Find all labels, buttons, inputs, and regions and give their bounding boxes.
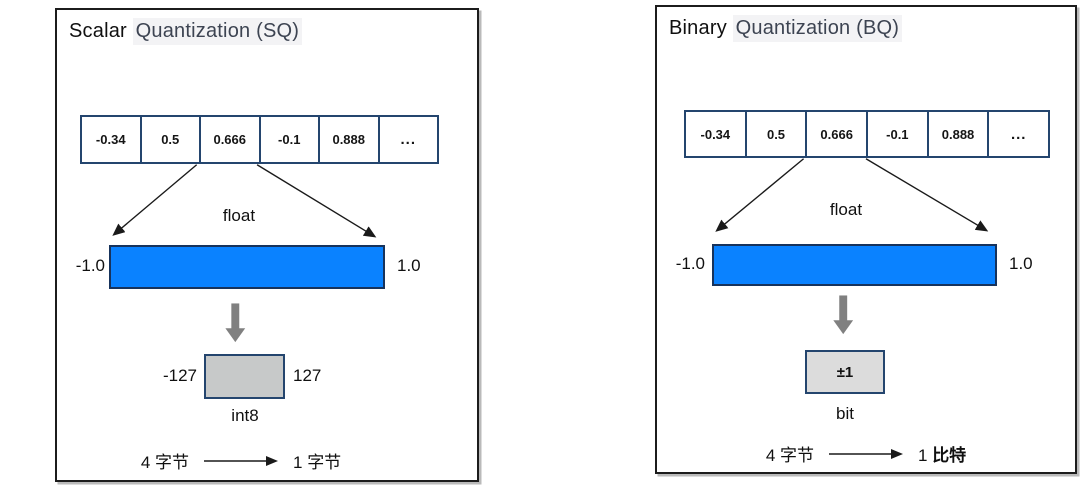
vector-row: -0.34 0.5 0.666 -0.1 0.888 ...: [684, 110, 1050, 158]
size-to-label: 1 字节: [293, 453, 342, 472]
vector-cell: 0.888: [929, 112, 990, 156]
bit-caption: bit: [836, 404, 854, 423]
float-range-bar: [109, 245, 385, 289]
arrows-layer: [715, 158, 989, 335]
panel-title-highlight: Quantization (BQ): [732, 15, 903, 42]
range-min-label: -1.0: [675, 254, 705, 273]
range-min-label: -1.0: [75, 256, 105, 275]
panel-binary-quantization: Binary Quantization (BQ) -0.34 0.5 0.666…: [655, 5, 1077, 474]
panel-scalar-quantization: Scalar Quantization (SQ) -0.34 0.5 0.666…: [55, 8, 479, 482]
quantize-down-arrow: [225, 303, 246, 343]
range-max-label: 1.0: [1009, 254, 1033, 273]
float-range-bar: [712, 244, 997, 286]
size-conversion-line: 4 字节 1 比特: [657, 441, 1075, 466]
size-from-label: 4 字节: [765, 446, 814, 465]
panel-title-highlight: Quantization (SQ): [132, 18, 303, 45]
size-conversion-line: 4 字节 1 字节: [5, 448, 477, 473]
right-arrow-icon: [204, 455, 278, 466]
vector-cell-ellipsis: ...: [1010, 125, 1027, 143]
vector-cell: 0.666: [807, 112, 869, 156]
float-type-label: float: [222, 206, 256, 225]
expand-arrow-right: [865, 158, 989, 232]
vector-row: -0.34 0.5 0.666 -0.1 0.888 ...: [80, 115, 439, 164]
size-to-label: 1 比特: [918, 446, 967, 465]
int8-min-label: -127: [162, 366, 197, 385]
vector-cell: -0.1: [261, 117, 320, 162]
vector-cell: -0.34: [686, 112, 747, 156]
float-type-label: float: [829, 200, 863, 219]
panel-title-sq: Scalar Quantization (SQ): [69, 18, 303, 45]
size-from-label: 4 字节: [140, 453, 189, 472]
int8-max-label: 127: [293, 366, 322, 385]
range-max-label: 1.0: [397, 256, 421, 275]
int8-caption: int8: [231, 406, 259, 425]
vector-cell-ellipsis: ...: [400, 131, 416, 148]
panel-title-plain: Binary: [669, 17, 733, 39]
panel-title-bq: Binary Quantization (BQ): [669, 15, 903, 42]
vector-cell: -0.1: [868, 112, 929, 156]
int8-box: [204, 354, 285, 399]
vector-cell: 0.666: [201, 117, 261, 162]
panel-title-plain: Scalar: [69, 20, 133, 42]
right-arrow-icon: [829, 448, 903, 459]
expand-arrow-right: [256, 164, 377, 238]
quantize-down-arrow: [833, 295, 854, 335]
vector-cell: 0.5: [747, 112, 808, 156]
bit-box: ±1: [805, 350, 885, 394]
vector-cell: 0.5: [142, 117, 201, 162]
vector-cell: 0.888: [320, 117, 380, 162]
expand-arrow-left: [112, 164, 198, 236]
expand-arrow-left: [715, 158, 805, 232]
vector-cell: -0.34: [82, 117, 142, 162]
